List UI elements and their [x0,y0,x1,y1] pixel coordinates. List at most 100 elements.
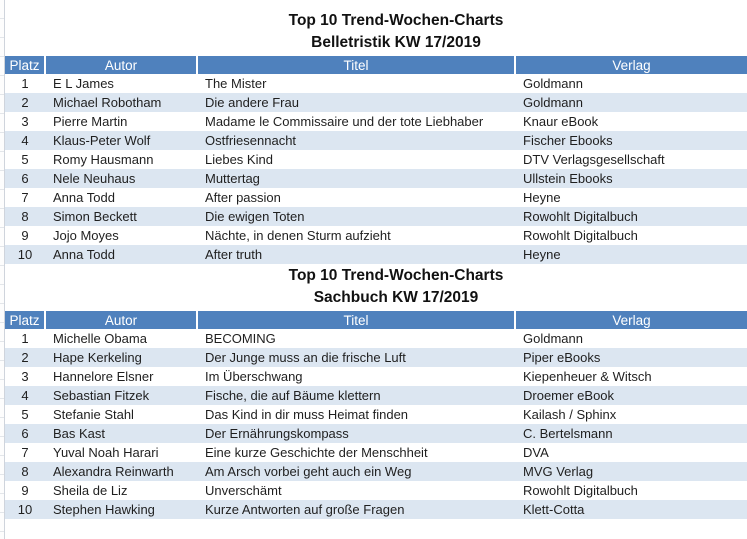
verlag-cell[interactable]: DVA [523,445,549,460]
verlag-cell[interactable]: Kiepenheuer & Witsch [523,369,652,384]
titel-cell[interactable]: After passion [205,190,281,205]
autor-cell[interactable]: Hannelore Elsner [53,369,154,384]
autor-cell[interactable]: Sebastian Fitzek [45,386,197,405]
platz-cell[interactable]: 9 [21,228,29,243]
autor-cell[interactable]: Pierre Martin [53,114,128,129]
autor-cell[interactable]: Michael Robotham [45,93,197,112]
platz-cell[interactable]: 3 [21,114,29,129]
titel-cell[interactable]: Der Ernährungskompass [197,424,515,443]
titel-cell[interactable]: Im Überschwang [205,369,303,384]
verlag-cell[interactable]: Rowohlt Digitalbuch [523,483,638,498]
verlag-cell[interactable]: DTV Verlagsgesellschaft [523,152,665,167]
autor-cell[interactable]: Nele Neuhaus [45,169,197,188]
chart-title-line2: Belletristik KW 17/2019 [311,34,481,51]
verlag-cell[interactable]: Piper eBooks [515,348,747,367]
platz-cell[interactable]: 10 [5,245,45,264]
titel-cell[interactable]: Muttertag [197,169,515,188]
titel-cell[interactable]: After truth [197,245,515,264]
titel-cell[interactable]: Am Arsch vorbei geht auch ein Weg [197,462,515,481]
platz-cell[interactable]: 3 [21,369,29,384]
verlag-cell[interactable]: Goldmann [515,93,747,112]
verlag-cell[interactable]: Ullstein Ebooks [515,169,747,188]
titel-cell[interactable]: Madame le Commissaire und der tote Liebh… [205,114,484,129]
autor-cell[interactable]: Romy Hausmann [53,152,154,167]
titel-cell[interactable]: Ostfriesennacht [197,131,515,150]
titel-cell[interactable]: Fische, die auf Bäume klettern [197,386,515,405]
platz-cell[interactable]: 1 [21,76,29,91]
platz-cell[interactable]: 9 [21,483,29,498]
verlag-cell[interactable]: Droemer eBook [515,386,747,405]
autor-cell[interactable]: E L James [53,76,114,91]
verlag-cell[interactable]: Heyne [515,245,747,264]
col-header-verlag[interactable]: Verlag [514,56,747,74]
platz-cell[interactable]: 2 [5,348,45,367]
col-header-titel[interactable]: Titel [196,311,515,329]
titel-cell[interactable]: Unverschämt [205,483,282,498]
verlag-cell[interactable]: Goldmann [523,331,583,346]
platz-cell[interactable]: 10 [5,500,45,519]
table-row: 3 Pierre Martin Madame le Commissaire und … [5,112,747,131]
titel-cell[interactable]: Das Kind in dir muss Heimat finden [205,407,409,422]
autor-cell[interactable]: Klaus-Peter Wolf [45,131,197,150]
autor-cell[interactable]: Alexandra Reinwarth [45,462,197,481]
autor-cell[interactable]: Anna Todd [53,190,115,205]
autor-cell[interactable]: Jojo Moyes [53,228,119,243]
titel-cell[interactable]: Nächte, in denen Sturm aufzieht [205,228,391,243]
autor-cell[interactable]: Stefanie Stahl [53,407,134,422]
titel-cell[interactable]: Der Junge muss an die frische Luft [197,348,515,367]
titel-cell[interactable]: Die andere Frau [197,93,515,112]
table-row: 1 E L James The Mister Goldmann [5,74,747,93]
verlag-cell[interactable]: MVG Verlag [515,462,747,481]
verlag-cell[interactable]: Rowohlt Digitalbuch [515,207,747,226]
platz-cell[interactable]: 6 [5,169,45,188]
autor-cell[interactable]: Michelle Obama [53,331,147,346]
titel-cell[interactable]: Eine kurze Geschichte der Menschheit [205,445,428,460]
verlag-cell[interactable]: Fischer Ebooks [515,131,747,150]
table-row: 3 Hannelore Elsner Im Überschwang Kiepenheu… [5,367,747,386]
titel-cell[interactable]: Die ewigen Toten [197,207,515,226]
platz-cell[interactable]: 1 [21,331,29,346]
belletristik-table: Platz Autor Titel Verlag 1 E L James The M… [5,56,747,264]
autor-cell[interactable]: Yuval Noah Harari [53,445,159,460]
autor-cell[interactable]: Hape Kerkeling [45,348,197,367]
autor-cell[interactable]: Bas Kast [45,424,197,443]
col-header-autor[interactable]: Autor [44,56,197,74]
row-gutter [0,0,5,539]
autor-cell[interactable]: Sheila de Liz [53,483,128,498]
verlag-cell[interactable]: Knaur eBook [523,114,599,129]
platz-cell[interactable]: 5 [21,152,29,167]
titel-cell[interactable]: The Mister [205,76,267,91]
verlag-cell[interactable]: Heyne [523,190,561,205]
verlag-cell[interactable]: Goldmann [523,76,583,91]
platz-cell[interactable]: 6 [5,424,45,443]
titel-cell[interactable]: Liebes Kind [205,152,273,167]
chart-title-line1: Top 10 Trend-Wochen-Charts [288,12,504,29]
platz-cell[interactable]: 5 [21,407,29,422]
col-header-titel[interactable]: Titel [196,56,515,74]
titel-cell[interactable]: Kurze Antworten auf große Fragen [197,500,515,519]
verlag-cell[interactable]: Klett-Cotta [515,500,747,519]
platz-cell[interactable]: 7 [21,445,29,460]
autor-cell[interactable]: Simon Beckett [45,207,197,226]
platz-cell[interactable]: 4 [5,131,45,150]
verlag-cell[interactable]: Kailash / Sphinx [523,407,617,422]
col-header-autor[interactable]: Autor [44,311,197,329]
col-header-verlag[interactable]: Verlag [514,311,747,329]
table-row: 10 Stephen Hawking Kurze Antworten auf gro… [5,500,747,519]
verlag-cell[interactable]: Rowohlt Digitalbuch [523,228,638,243]
table-row: 9 Jojo Moyes Nächte, in denen Sturm aufzie… [5,226,747,245]
table-row: 4 Sebastian Fitzek Fische, die auf Bäume k… [5,386,747,405]
platz-cell[interactable]: 7 [21,190,29,205]
verlag-cell[interactable]: C. Bertelsmann [515,424,747,443]
autor-cell[interactable]: Anna Todd [45,245,197,264]
col-header-platz[interactable]: Platz [5,311,45,329]
table-row: 7 Anna Todd After passion Heyne [5,188,747,207]
header-row: Platz Autor Titel Verlag [5,56,747,74]
col-header-platz[interactable]: Platz [5,56,45,74]
platz-cell[interactable]: 8 [5,207,45,226]
platz-cell[interactable]: 8 [5,462,45,481]
titel-cell[interactable]: BECOMING [205,331,276,346]
autor-cell[interactable]: Stephen Hawking [45,500,197,519]
platz-cell[interactable]: 4 [5,386,45,405]
platz-cell[interactable]: 2 [5,93,45,112]
